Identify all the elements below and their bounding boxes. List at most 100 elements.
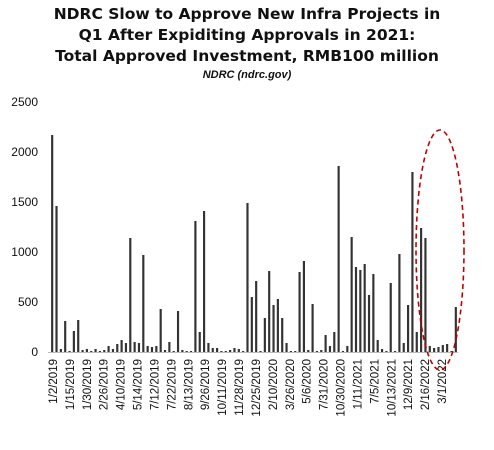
bar xyxy=(181,350,184,352)
bar xyxy=(346,346,349,352)
bar xyxy=(198,332,201,352)
bar xyxy=(281,318,284,352)
chart-title-line-2: Q1 After Expiditing Approvals in 2021: xyxy=(78,26,416,44)
bar xyxy=(320,350,323,352)
bar xyxy=(111,349,115,352)
bar xyxy=(194,221,197,352)
bar xyxy=(424,238,427,352)
bar xyxy=(172,351,175,352)
bar xyxy=(350,237,353,352)
bar xyxy=(428,346,431,352)
bar xyxy=(68,351,71,352)
bar xyxy=(168,342,171,352)
bar xyxy=(55,206,58,352)
x-tick-label: 2/16/2022 xyxy=(420,359,432,410)
bar xyxy=(389,283,392,352)
bar xyxy=(107,346,110,352)
bar xyxy=(189,351,193,352)
x-tick-label: 3/1/2022 xyxy=(437,359,449,404)
bar xyxy=(103,350,106,352)
bar xyxy=(159,309,162,352)
x-tick-label: 1/15/2019 xyxy=(65,359,77,410)
bar xyxy=(302,261,305,352)
bar xyxy=(137,343,141,352)
bar xyxy=(380,349,384,352)
bar xyxy=(98,351,101,352)
bar xyxy=(415,332,418,352)
y-tick-label: 1000 xyxy=(11,245,38,259)
bar xyxy=(420,228,423,352)
bar xyxy=(311,304,314,352)
bar xyxy=(246,203,249,352)
bar xyxy=(259,351,262,352)
bar xyxy=(59,349,62,352)
bar xyxy=(307,350,310,352)
bar xyxy=(393,351,397,352)
bar xyxy=(441,345,444,352)
y-tick-label: 1500 xyxy=(11,195,38,209)
bar xyxy=(276,299,279,352)
bar xyxy=(129,238,132,352)
bar xyxy=(163,350,167,352)
y-tick-label: 2500 xyxy=(11,95,38,109)
bar xyxy=(263,318,266,352)
x-tick-label: 7/22/2019 xyxy=(166,359,178,410)
x-tick-label: 7/5/2021 xyxy=(369,359,381,404)
bar xyxy=(328,346,332,352)
x-tick-label: 2/10/2020 xyxy=(268,359,280,410)
x-tick-label: 1/11/2021 xyxy=(352,359,364,409)
bar xyxy=(446,344,449,352)
bar xyxy=(454,307,457,352)
bar xyxy=(220,351,223,352)
bar xyxy=(250,297,253,352)
bar xyxy=(229,350,232,352)
bar xyxy=(176,311,180,352)
x-tick-label: 7/31/2020 xyxy=(319,359,331,410)
x-tick-label: 10/30/2020 xyxy=(336,359,348,417)
bar xyxy=(94,349,97,352)
bar xyxy=(116,344,119,352)
bar xyxy=(81,350,84,352)
bar xyxy=(120,340,123,352)
bar xyxy=(324,335,327,352)
bar xyxy=(185,351,188,352)
x-tick-label: 8/13/2019 xyxy=(183,359,195,410)
bar xyxy=(242,351,245,352)
chart-title-line-1: NDRC Slow to Approve New Infra Projects … xyxy=(53,5,441,23)
bar xyxy=(398,254,401,352)
bar xyxy=(124,343,128,352)
bar xyxy=(363,264,366,352)
bar xyxy=(155,346,158,352)
bar xyxy=(216,348,219,352)
bar xyxy=(294,351,297,352)
bar xyxy=(146,346,149,352)
x-tick-label: 7/12/2019 xyxy=(149,359,161,410)
chart-title-block: NDRC Slow to Approve New Infra Projects … xyxy=(0,4,494,82)
bar xyxy=(341,351,345,352)
bar xyxy=(90,351,93,352)
x-tick-label: 10/13/2021 xyxy=(386,359,398,417)
bar xyxy=(289,351,292,352)
bar xyxy=(437,347,440,352)
bar xyxy=(203,211,206,352)
x-tick-label: 9/26/2019 xyxy=(200,359,212,410)
bar xyxy=(211,348,214,352)
bar xyxy=(285,343,288,352)
x-tick-label: 11/28/2019 xyxy=(234,359,246,416)
bar xyxy=(298,272,301,352)
highlight-ellipse xyxy=(415,129,465,371)
x-tick-label: 12/9/2021 xyxy=(403,359,415,410)
bar xyxy=(207,343,210,352)
bar xyxy=(372,274,375,352)
x-tick-label: 2/26/2019 xyxy=(99,359,111,410)
y-tick-label: 0 xyxy=(31,345,38,359)
bar xyxy=(407,305,410,352)
bar xyxy=(450,351,453,352)
bar xyxy=(150,347,154,352)
bar xyxy=(142,255,145,352)
bar xyxy=(85,349,88,352)
bar xyxy=(233,348,236,352)
bar xyxy=(354,267,358,352)
bar xyxy=(333,332,336,352)
bar xyxy=(433,348,436,352)
